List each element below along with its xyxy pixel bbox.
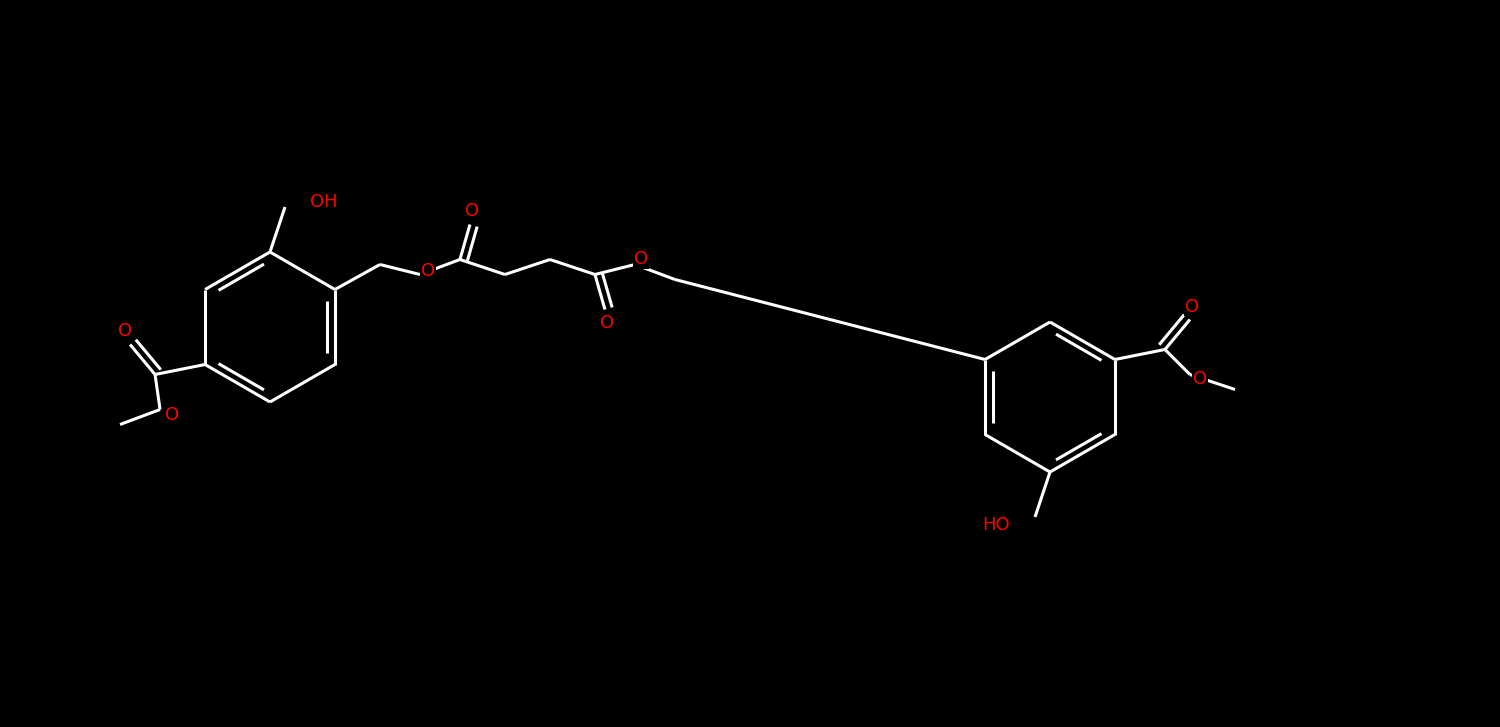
Text: HO: HO	[982, 516, 1010, 534]
Text: O: O	[165, 406, 178, 424]
Text: O: O	[600, 313, 613, 332]
Text: O: O	[422, 262, 435, 281]
Text: O: O	[118, 323, 132, 340]
Text: O: O	[1185, 297, 1198, 316]
Text: O: O	[634, 251, 648, 268]
Text: O: O	[465, 203, 478, 220]
Text: OH: OH	[310, 193, 338, 211]
Text: O: O	[1192, 371, 1208, 388]
